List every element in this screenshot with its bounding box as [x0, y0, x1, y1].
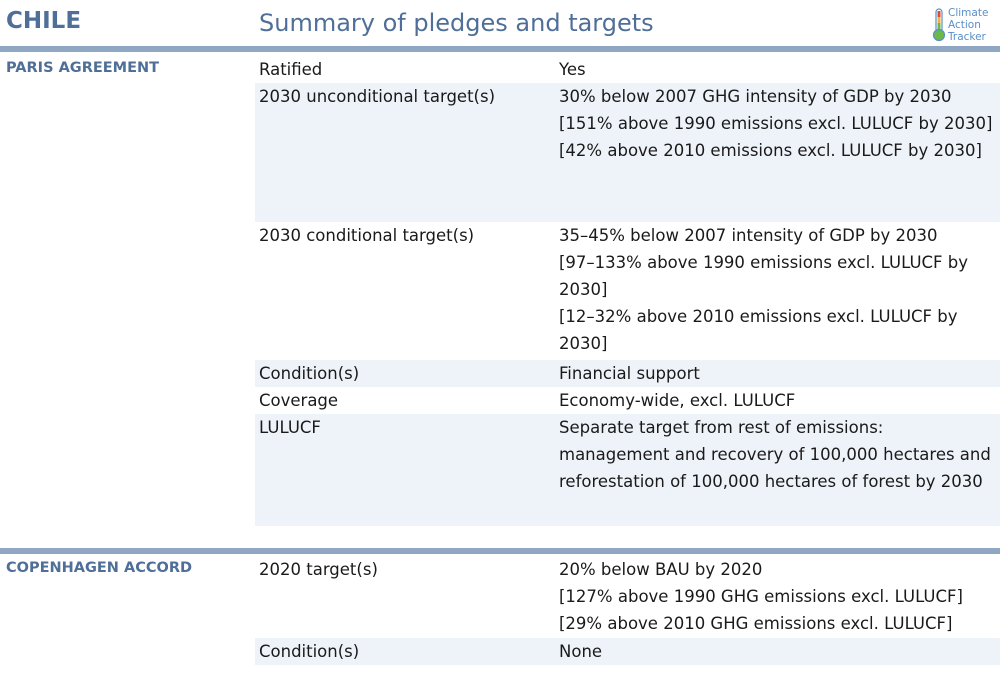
- section-label-paris: PARIS AGREEMENT: [6, 60, 160, 76]
- value-line: 30% below 2007 GHG intensity of GDP by 2…: [559, 87, 952, 106]
- table-row: Ratified Yes: [255, 56, 1000, 83]
- value-line: Financial support: [559, 364, 700, 383]
- value-line: 2030]: [559, 334, 608, 353]
- value-line: management and recovery of 100,000 hecta…: [559, 445, 991, 464]
- section-label-copenhagen: COPENHAGEN ACCORD: [6, 560, 193, 576]
- value-line: 35–45% below 2007 intensity of GDP by 20…: [559, 226, 938, 245]
- row-label: 2020 target(s): [259, 560, 378, 579]
- logo-text: Climate Action Tracker: [948, 7, 988, 43]
- country-name: CHILE: [6, 8, 82, 34]
- section-rule: [0, 548, 1000, 554]
- table-row: Condition(s) None: [255, 638, 1000, 665]
- row-label: Coverage: [259, 391, 339, 410]
- table-row: LULUCF Separate target from rest of emis…: [255, 414, 1000, 526]
- value-line: Yes: [559, 60, 586, 79]
- climate-action-tracker-logo: Climate Action Tracker: [929, 7, 999, 43]
- section-rule: [0, 46, 1000, 52]
- row-value: 35–45% below 2007 intensity of GDP by 20…: [559, 222, 999, 357]
- row-label: 2030 conditional target(s): [259, 226, 475, 245]
- page-title: Summary of pledges and targets: [259, 9, 654, 37]
- value-line: 2030]: [559, 280, 608, 299]
- thermometer-icon: [932, 8, 946, 42]
- row-value: Financial support: [559, 360, 999, 387]
- table-row: Coverage Economy-wide, excl. LULUCF: [255, 387, 1000, 414]
- value-line: [29% above 2010 GHG emissions excl. LULU…: [559, 614, 953, 633]
- value-line: Economy-wide, excl. LULUCF: [559, 391, 796, 410]
- logo-line: Action: [948, 19, 981, 31]
- row-value: Separate target from rest of emissions: …: [559, 414, 999, 495]
- row-label: Condition(s): [259, 642, 360, 661]
- row-value: 20% below BAU by 2020 [127% above 1990 G…: [559, 556, 999, 637]
- value-line: 20% below BAU by 2020: [559, 560, 763, 579]
- logo-line: Climate: [948, 7, 989, 19]
- value-line: [12–32% above 2010 emissions excl. LULUC…: [559, 307, 958, 326]
- row-label: Ratified: [259, 60, 323, 79]
- row-value: None: [559, 638, 999, 665]
- value-line: [42% above 2010 emissions excl. LULUCF b…: [559, 141, 982, 160]
- row-value: 30% below 2007 GHG intensity of GDP by 2…: [559, 83, 999, 164]
- table-row: 2020 target(s) 20% below BAU by 2020 [12…: [255, 556, 1000, 638]
- value-line: [151% above 1990 emissions excl. LULUCF …: [559, 114, 993, 133]
- value-line: Separate target from rest of emissions:: [559, 418, 884, 437]
- row-value: Economy-wide, excl. LULUCF: [559, 387, 999, 414]
- row-value: Yes: [559, 56, 999, 83]
- logo-line: Tracker: [948, 31, 986, 43]
- page-header: CHILE Summary of pledges and targets Cli…: [0, 0, 1000, 46]
- value-line: [97–133% above 1990 emissions excl. LULU…: [559, 253, 969, 272]
- row-label: 2030 unconditional target(s): [259, 87, 496, 106]
- value-line: [127% above 1990 GHG emissions excl. LUL…: [559, 587, 963, 606]
- value-line: None: [559, 642, 603, 661]
- table-row: Condition(s) Financial support: [255, 360, 1000, 387]
- table-row: 2030 unconditional target(s) 30% below 2…: [255, 83, 1000, 222]
- row-label: LULUCF: [259, 418, 321, 437]
- value-line: reforestation of 100,000 hectares of for…: [559, 472, 983, 491]
- table-row: 2030 conditional target(s) 35–45% below …: [255, 222, 1000, 360]
- row-label: Condition(s): [259, 364, 360, 383]
